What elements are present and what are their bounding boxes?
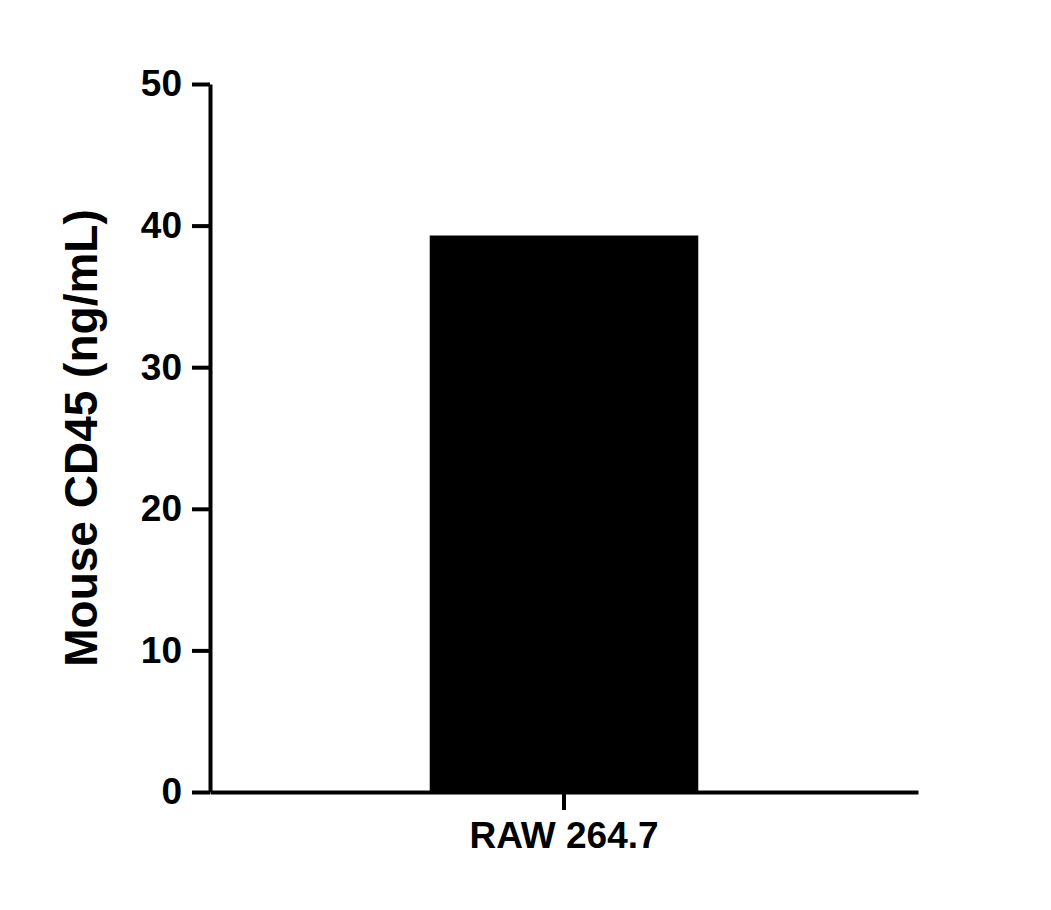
y-tick-label: 50	[141, 63, 182, 104]
y-tick: 20	[141, 488, 210, 529]
y-tick-label: 20	[141, 488, 182, 529]
y-tick: 10	[141, 630, 210, 671]
x-axis: RAW 264.7	[211, 792, 919, 856]
y-tick-mark	[192, 791, 210, 795]
bars	[430, 236, 699, 792]
y-tick-mark	[192, 224, 210, 228]
y-tick-label: 30	[141, 347, 182, 388]
y-axis-title: Mouse CD45 (ng/mL)	[55, 209, 107, 666]
plot: 0 10 20 30 40 50 RAW 264.7	[141, 63, 919, 856]
y-axis: 0 10 20 30 40 50	[141, 63, 211, 812]
y-axis-line	[209, 85, 213, 793]
y-tick-label: 10	[141, 630, 182, 671]
y-tick-mark	[192, 649, 210, 653]
y-tick-label: 40	[141, 205, 182, 246]
y-tick: 40	[141, 205, 210, 246]
y-tick-mark	[192, 366, 210, 370]
x-tick-mark	[562, 792, 566, 810]
bar	[430, 236, 699, 792]
chart: 0 10 20 30 40 50 RAW 264.7 Mouse CD45 (ng/mL)	[0, 0, 1051, 910]
y-tick-mark	[192, 507, 210, 511]
x-tick-label: RAW 264.7	[469, 815, 658, 856]
x-tick: RAW 264.7	[469, 792, 658, 856]
y-tick: 50	[141, 63, 210, 104]
y-tick: 30	[141, 347, 210, 388]
y-tick-mark	[192, 83, 210, 87]
y-tick-label: 0	[161, 771, 182, 812]
y-tick: 0	[161, 771, 210, 812]
